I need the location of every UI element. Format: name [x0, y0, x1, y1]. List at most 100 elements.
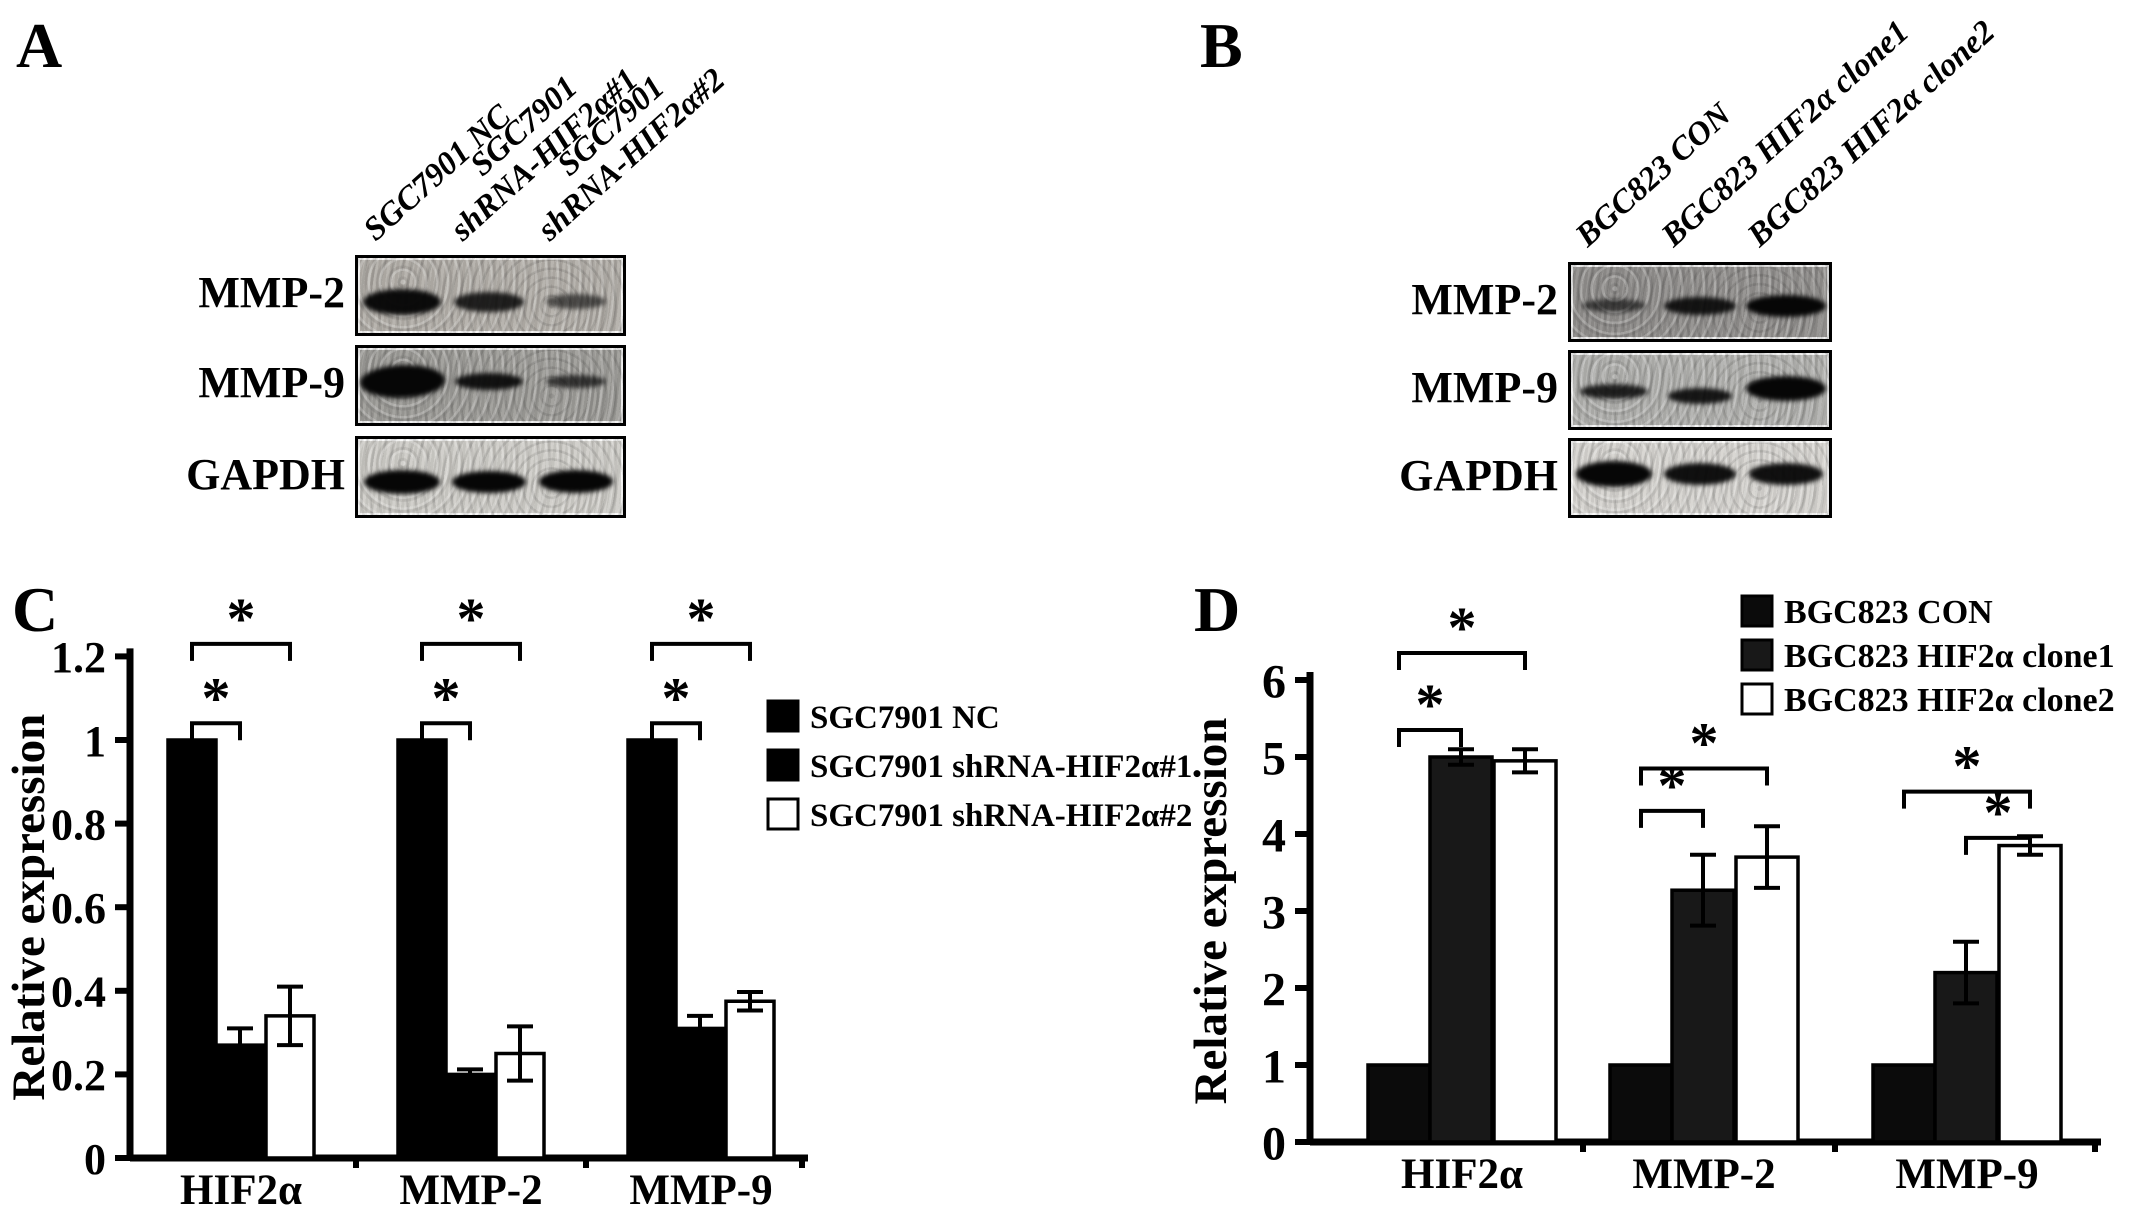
blot-strip-mmp-2 [1568, 262, 1832, 342]
y-axis-tick-label: 2 [1262, 963, 1286, 1016]
y-axis-tick-label: 0.4 [51, 968, 106, 1017]
y-axis-title: Relative expression [1185, 718, 1237, 1105]
blot-strip-mmp-2 [355, 255, 626, 336]
bar-HIF2α-BGC823 CON [1366, 1063, 1432, 1144]
y-axis-tick-label: 0.2 [51, 1051, 106, 1100]
protein-band [1746, 375, 1826, 401]
protein-band [1667, 388, 1733, 405]
significance-bracket [1902, 789, 2032, 809]
legend-swatch [1740, 638, 1774, 672]
significance-asterisk: * [1448, 595, 1477, 660]
significance-asterisk: * [432, 665, 461, 730]
significance-bracket [190, 721, 242, 741]
chart-c-svg: 0 0.2 0.4 0.6 0.8 1 1.2 Relative expression HIF2… [3, 586, 1192, 1205]
blot-row-label-mmp-2: MMP-2 [198, 268, 345, 317]
bar-HIF2α-BGC823 HIF2α clone1 [1428, 755, 1494, 1144]
protein-band [546, 294, 606, 309]
legend-swatch [766, 699, 800, 733]
bar-MMP-2-BGC823 HIF2α clone2 [1734, 855, 1800, 1144]
bar-MMP-9-SGC7901 shRNA-HIF2α#2 [724, 999, 776, 1160]
blot-row-label-mmp-9: MMP-9 [1411, 362, 1558, 412]
significance-asterisk: * [1658, 753, 1687, 818]
y-axis-tick-label: 1 [1262, 1040, 1286, 1093]
chart-d-svg: 0 1 2 3 4 5 6 Relative expression HIF2α MMP-2 MMP-… [1185, 594, 2115, 1198]
legend-label: BGC823 HIF2α clone2 [1784, 682, 2115, 719]
bar-MMP-2-BGC823 HIF2α clone1 [1670, 888, 1736, 1144]
y-axis-tick-label: 3 [1262, 886, 1286, 939]
significance-asterisk: * [1416, 672, 1445, 737]
protein-band [453, 291, 525, 312]
legend-label: BGC823 HIF2α clone1 [1784, 638, 2115, 675]
category-label: HIF2α [1401, 1151, 1523, 1198]
protein-band [1663, 296, 1737, 315]
panel-a-letter: A [16, 10, 63, 81]
panel-c-letter: C [12, 574, 59, 645]
legend-swatch [1740, 682, 1774, 716]
significance-bracket [650, 641, 752, 661]
protein-band [1663, 463, 1737, 486]
protein-band [452, 470, 526, 493]
legend-label: SGC7901 NC [810, 700, 1000, 736]
significance-bracket [650, 721, 702, 741]
legend-label: SGC7901 shRNA-HIF2α#1 [810, 749, 1192, 785]
y-axis-tick-label: 0.6 [51, 884, 106, 933]
protein-band [1579, 383, 1649, 399]
bar-MMP-2-BGC823 CON [1608, 1063, 1674, 1144]
bar-HIF2α-BGC823 HIF2α clone2 [1492, 759, 1558, 1144]
y-axis-tick-label: 1.2 [51, 633, 106, 682]
significance-asterisk: * [1953, 734, 1982, 799]
significance-bracket [1397, 728, 1463, 748]
blot-row-label-gapdh: GAPDH [1399, 450, 1558, 500]
y-axis-tick-label: 0 [84, 1135, 106, 1184]
bar-MMP-9-BGC823 HIF2α clone2 [1997, 843, 2063, 1144]
y-axis-tick-label: 5 [1262, 732, 1286, 785]
legend-swatch [1740, 594, 1774, 628]
panel-d-letter: D [1194, 574, 1241, 645]
category-label: MMP-9 [1895, 1151, 2038, 1198]
blot-strip-mmp-9 [355, 345, 626, 426]
significance-bracket [190, 641, 292, 661]
blot-strip-gapdh [355, 436, 626, 518]
y-axis-tick-label: 0.8 [51, 800, 106, 849]
significance-bracket [1639, 766, 1769, 786]
bar-MMP-9-SGC7901 shRNA-HIF2α#1 [674, 1026, 726, 1160]
blot-row-label-gapdh: GAPDH [186, 449, 345, 499]
blot-row-label-mmp-2: MMP-2 [1411, 274, 1558, 324]
protein-band [1575, 461, 1653, 488]
category-label: HIF2α [180, 1167, 302, 1205]
significance-asterisk: * [1984, 780, 2013, 845]
significance-asterisk: * [202, 665, 231, 730]
legend-label: BGC823 CON [1784, 594, 1993, 631]
blot-row-label-mmp-9: MMP-9 [198, 358, 345, 407]
significance-asterisk: * [687, 586, 716, 651]
category-label: MMP-9 [629, 1167, 772, 1205]
legend-swatch [766, 797, 800, 831]
protein-band [546, 375, 606, 389]
protein-band [1581, 299, 1647, 313]
protein-band [363, 469, 441, 494]
protein-band [362, 288, 442, 315]
significance-asterisk: * [662, 665, 691, 730]
significance-bracket [1964, 835, 2032, 855]
bar-MMP-9-BGC823 CON [1871, 1063, 1937, 1144]
y-axis-title: Relative expression [3, 714, 55, 1101]
protein-band [1748, 463, 1824, 486]
significance-asterisk: * [227, 586, 256, 651]
y-axis-tick-label: 6 [1262, 655, 1286, 708]
significance-bracket [420, 641, 522, 661]
significance-asterisk: * [1690, 711, 1719, 776]
legend-swatch [766, 748, 800, 782]
y-axis-tick-label: 4 [1262, 809, 1286, 862]
legend-label: SGC7901 shRNA-HIF2α#2 [810, 798, 1192, 834]
significance-bracket [1639, 808, 1705, 828]
protein-band [1746, 294, 1826, 317]
y-axis-tick-label: 0 [1262, 1117, 1286, 1170]
protein-band [454, 373, 524, 391]
bar-MMP-2-SGC7901 shRNA-HIF2α#1 [444, 1072, 496, 1160]
blot-strip-mmp-9 [1568, 350, 1832, 430]
panel-b-letter: B [1200, 10, 1243, 81]
significance-bracket [420, 721, 472, 741]
blot-strip-gapdh [1568, 438, 1832, 518]
category-label: MMP-2 [1632, 1151, 1775, 1198]
